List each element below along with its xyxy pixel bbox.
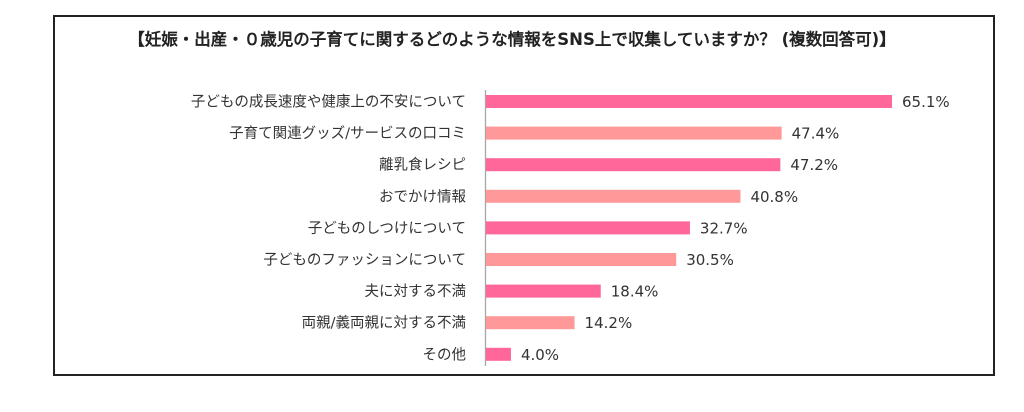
category-label: 両親/義両親に対する不満: [302, 315, 466, 332]
category-label: 子どものファッションについて: [263, 252, 466, 269]
value-label: 30.5%: [686, 251, 734, 269]
value-label: 65.1%: [902, 93, 950, 111]
value-label: 4.0%: [521, 346, 559, 364]
category-label: 子育て関連グッズ/サービスの口コミ: [229, 125, 466, 142]
value-label: 18.4%: [611, 283, 659, 301]
bar: [486, 284, 601, 298]
category-label: 子どものしつけについて: [308, 220, 466, 237]
bar: [486, 316, 575, 330]
category-label: 夫に対する不満: [365, 283, 467, 300]
bar: [486, 126, 782, 140]
bar: [486, 158, 781, 172]
category-label: 子どもの成長速度や健康上の不安について: [191, 94, 466, 111]
value-label: 14.2%: [585, 314, 633, 332]
chart-title: 【妊娠・出産・０歳児の子育てに関するどのような情報をSNS上で収集していますか？…: [128, 30, 896, 49]
category-label: 離乳食レシピ: [379, 156, 466, 174]
category-label: その他: [423, 346, 467, 363]
bar: [486, 95, 892, 108]
bar: [486, 189, 741, 203]
value-label: 32.7%: [700, 219, 748, 237]
category-label: おでかけ情報: [379, 188, 466, 205]
value-label: 40.8%: [750, 188, 798, 206]
bar: [486, 221, 690, 235]
bar: [486, 347, 511, 361]
value-label: 47.4%: [792, 125, 840, 143]
value-label: 47.2%: [790, 156, 838, 174]
bar: [486, 253, 677, 266]
